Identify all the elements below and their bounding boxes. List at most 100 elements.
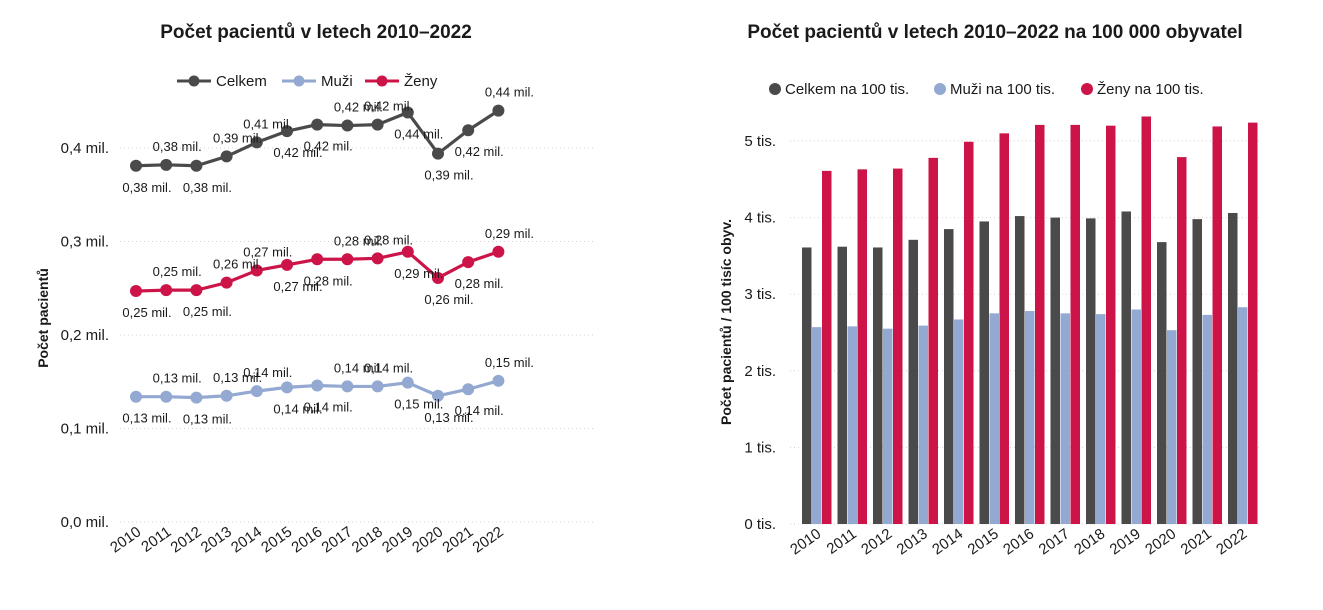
y-tick-label: 2 tis.	[744, 363, 776, 380]
bar	[1141, 116, 1151, 524]
x-tick-label: 2016	[1000, 525, 1037, 558]
x-tick-label: 2014	[929, 525, 966, 558]
data-label: 0,14 mil.	[334, 360, 383, 375]
data-point	[281, 125, 293, 138]
x-tick-label: 2021	[439, 523, 476, 556]
legend-marker	[934, 83, 946, 95]
bar	[1212, 126, 1222, 525]
data-label: 0,25 mil.	[153, 264, 202, 279]
bar	[802, 247, 812, 524]
data-label: 0,42 mil.	[364, 99, 413, 114]
data-point	[250, 136, 263, 149]
bar	[1238, 307, 1248, 524]
x-tick-label: 2011	[138, 523, 174, 555]
data-label: 0,13 mil.	[183, 412, 232, 427]
data-label: 0,42 mil.	[273, 145, 322, 160]
bar	[1025, 311, 1035, 524]
data-point	[432, 147, 444, 160]
x-tick-label: 2022	[470, 523, 507, 556]
bar	[1070, 124, 1080, 524]
bar	[1248, 122, 1258, 524]
y-tick-label: 1 tis.	[744, 439, 776, 456]
legend-marker	[293, 75, 305, 87]
data-label: 0,15 mil.	[485, 355, 534, 370]
data-point	[341, 380, 354, 393]
x-tick-label: 2019	[379, 523, 416, 556]
y-tick-label: 5 tis.	[744, 133, 776, 150]
data-point	[281, 258, 293, 271]
data-label: 0,38 mil.	[153, 139, 202, 154]
x-tick-label: 2010	[107, 523, 144, 556]
data-label: 0,27 mil.	[273, 279, 322, 294]
bar	[1131, 309, 1141, 524]
data-label: 0,38 mil.	[183, 180, 232, 195]
data-label: 0,38 mil.	[122, 180, 171, 195]
bar	[1086, 218, 1096, 524]
data-label: 0,26 mil.	[424, 292, 473, 307]
data-label: 0,28 mil.	[334, 233, 383, 248]
legend-marker	[188, 75, 200, 87]
y-tick-label: 0,3 mil.	[61, 234, 109, 251]
data-label: 0,44 mil.	[485, 85, 534, 100]
data-point	[371, 252, 384, 265]
x-tick-label: 2017	[319, 523, 356, 556]
data-point	[462, 124, 475, 137]
data-point	[492, 245, 505, 258]
data-label: 0,14 mil.	[364, 360, 413, 375]
bar	[918, 325, 928, 524]
data-point	[220, 276, 233, 289]
legend-label: Celkem	[216, 73, 267, 90]
x-tick-label: 2018	[1071, 525, 1108, 558]
data-point	[311, 253, 324, 266]
data-point	[220, 150, 233, 163]
bar	[1157, 242, 1167, 524]
bar	[1177, 157, 1187, 524]
bar	[944, 229, 954, 524]
x-tick-label: 2019	[1107, 525, 1144, 558]
data-label: 0,25 mil.	[183, 304, 232, 319]
data-label: 0,29 mil.	[394, 266, 443, 281]
x-tick-label: 2016	[288, 523, 325, 556]
bar-chart-title: Počet pacientů v letech 2010–2022 na 100…	[747, 22, 1243, 43]
legend-label: Ženy na 100 tis.	[1097, 81, 1204, 98]
x-tick-label: 2017	[1036, 525, 1073, 558]
data-point	[130, 159, 142, 172]
line-chart: Celkem Muži Ženy 0,0 mil. 0,1 mil. 0,2 mil. 0,…	[35, 73, 595, 556]
legend-label: Muži na 100 tis.	[950, 81, 1055, 98]
x-tick-label: 2011	[824, 525, 860, 557]
data-point	[190, 284, 203, 297]
legend-label: Ženy	[404, 73, 438, 90]
bar	[928, 157, 938, 525]
data-label: 0,42 mil.	[334, 100, 383, 115]
data-point	[462, 383, 475, 396]
data-point	[130, 390, 142, 403]
bar	[1096, 314, 1106, 524]
data-point	[432, 389, 444, 402]
x-tick-label: 2010	[787, 525, 824, 558]
x-tick-label: 2022	[1213, 525, 1250, 558]
bar	[1228, 213, 1238, 524]
bar	[1106, 125, 1116, 525]
x-tick-label: 2018	[349, 523, 386, 556]
data-label: 0,27 mil.	[243, 244, 292, 259]
bar	[1050, 217, 1060, 524]
legend-marker	[769, 83, 781, 95]
data-label: 0,13 mil.	[153, 371, 202, 386]
legend-marker	[1081, 83, 1093, 95]
data-label: 0,14 mil.	[273, 401, 322, 416]
data-point	[432, 271, 444, 284]
data-point	[371, 118, 384, 131]
x-tick-label: 2020	[409, 523, 446, 556]
line-chart-title: Počet pacientů v letech 2010–2022	[160, 22, 472, 43]
data-label: 0,39 mil.	[213, 130, 262, 145]
x-tick-label: 2020	[1142, 525, 1179, 558]
bar	[837, 246, 847, 524]
y-axis-title: Počet pacientů / 100 tisíc obyv.	[718, 219, 734, 425]
bar-chart: Celkem na 100 tis. Muži na 100 tis. Ženy n…	[718, 81, 1262, 558]
bar	[999, 133, 1009, 524]
bar	[1060, 313, 1070, 524]
data-point	[341, 253, 354, 266]
data-label: 0,28 mil.	[455, 276, 504, 291]
data-point	[311, 118, 324, 131]
